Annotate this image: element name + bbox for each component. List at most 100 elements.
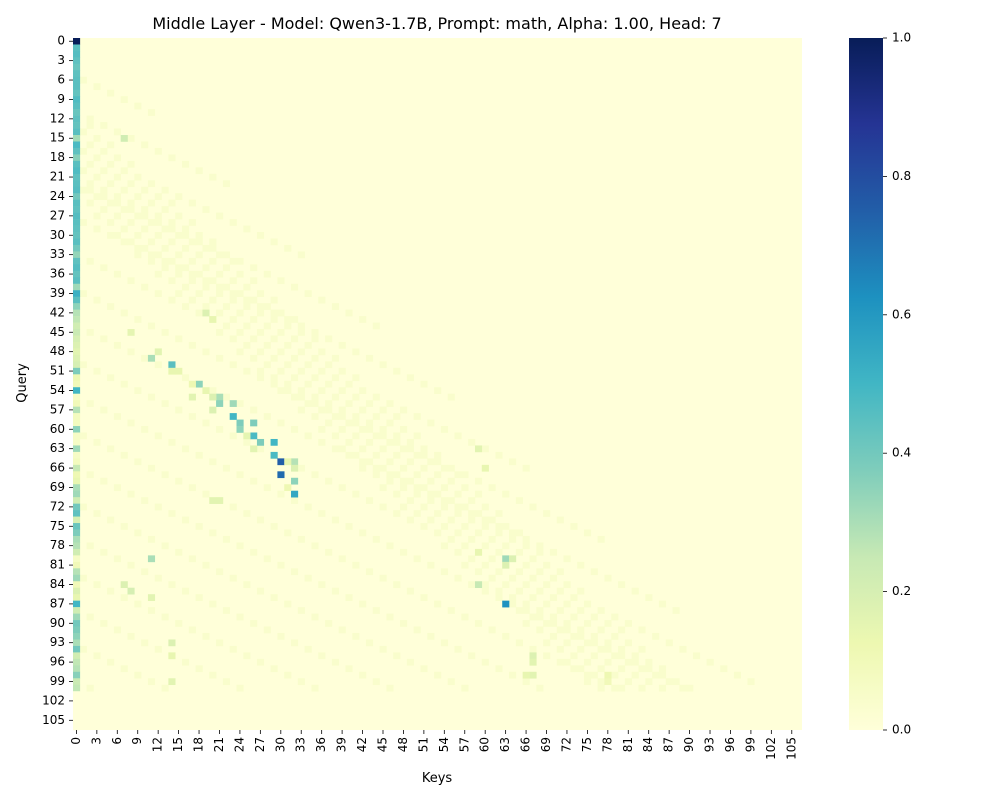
faint-cell (372, 535, 380, 543)
column0-cell (73, 626, 81, 634)
faint-cell (440, 542, 449, 550)
highlight-cell (604, 671, 612, 679)
highlight-cell (509, 555, 517, 563)
faint-cell (127, 135, 135, 142)
faint-cell (406, 658, 414, 666)
faint-cell (141, 225, 149, 233)
faint-cell (270, 316, 278, 323)
faint-cell (195, 238, 203, 246)
faint-cell (93, 193, 101, 200)
faint-cell (536, 607, 544, 614)
faint-cell (577, 645, 585, 653)
faint-cell (202, 244, 210, 252)
faint-cell (631, 658, 639, 666)
faint-cell (645, 594, 653, 601)
faint-cell (747, 678, 755, 686)
faint-cell (543, 510, 551, 517)
faint-cell (229, 645, 237, 653)
faint-cell (413, 484, 421, 492)
column0-cell (73, 290, 81, 297)
faint-cell (120, 225, 128, 233)
faint-cell (338, 445, 346, 453)
faint-cell (113, 193, 121, 200)
faint-cell (338, 484, 346, 492)
column0-cell (73, 296, 81, 304)
faint-cell (79, 432, 87, 440)
faint-cell (175, 548, 183, 556)
y-tick-label: 78 (50, 538, 65, 552)
faint-cell (202, 303, 210, 310)
faint-cell (447, 607, 455, 614)
column0-cell (73, 115, 81, 123)
faint-cell (270, 238, 278, 246)
faint-cell (413, 413, 421, 420)
heatmap-background (73, 38, 802, 730)
faint-cell (488, 626, 496, 634)
faint-cell (209, 277, 217, 285)
faint-cell (563, 581, 571, 589)
highlight-cell (236, 419, 244, 427)
faint-cell (304, 361, 312, 369)
heatmap-cells (73, 38, 802, 731)
faint-cell (243, 367, 251, 375)
faint-cell (359, 458, 367, 466)
faint-cell (386, 477, 394, 485)
faint-cell (175, 406, 183, 414)
faint-cell (434, 471, 442, 479)
faint-cell (338, 406, 346, 414)
faint-cell (236, 542, 244, 550)
faint-cell (161, 264, 169, 272)
faint-cell (107, 516, 115, 524)
faint-cell (182, 244, 190, 252)
faint-cell (365, 458, 374, 466)
faint-cell (113, 626, 121, 634)
column0-cell (73, 180, 81, 188)
highlight-cell (291, 490, 299, 498)
column0-cell (73, 44, 81, 52)
faint-cell (93, 296, 101, 304)
faint-cell (161, 400, 169, 407)
column0-cell (73, 135, 81, 142)
faint-cell (236, 471, 244, 479)
column0-cell (73, 542, 81, 550)
faint-cell (570, 594, 578, 601)
y-tick-label: 12 (50, 111, 65, 125)
column0-cell (73, 438, 81, 446)
faint-cell (434, 387, 442, 394)
faint-cell (195, 451, 203, 459)
faint-cell (590, 568, 598, 576)
faint-cell (372, 471, 380, 479)
y-tick-label: 102 (42, 693, 65, 707)
faint-cell (679, 645, 687, 653)
faint-cell (256, 303, 265, 310)
faint-cell (175, 270, 183, 278)
faint-cell (583, 671, 592, 679)
faint-cell (161, 225, 169, 233)
faint-cell (522, 542, 530, 550)
faint-cell (495, 568, 503, 576)
faint-cell (515, 639, 523, 647)
faint-cell (154, 193, 162, 200)
faint-cell (556, 645, 564, 653)
y-tick-label: 90 (50, 616, 65, 630)
faint-cell (188, 555, 196, 563)
faint-cell (672, 678, 680, 686)
faint-cell (147, 219, 156, 226)
highlight-cell (127, 329, 135, 336)
faint-cell (168, 219, 176, 226)
column0-cell (73, 257, 81, 265)
faint-cell (549, 613, 558, 621)
faint-cell (134, 232, 142, 239)
faint-cell (379, 484, 387, 492)
faint-cell (175, 477, 183, 485)
faint-cell (141, 244, 149, 252)
faint-cell (597, 645, 605, 653)
faint-cell (107, 160, 115, 168)
faint-cell (216, 568, 224, 576)
highlight-cell (291, 458, 299, 466)
faint-cell (577, 665, 585, 673)
faint-cell (577, 626, 585, 634)
faint-cell (216, 309, 224, 317)
faint-cell (188, 413, 196, 420)
faint-cell (100, 548, 108, 556)
